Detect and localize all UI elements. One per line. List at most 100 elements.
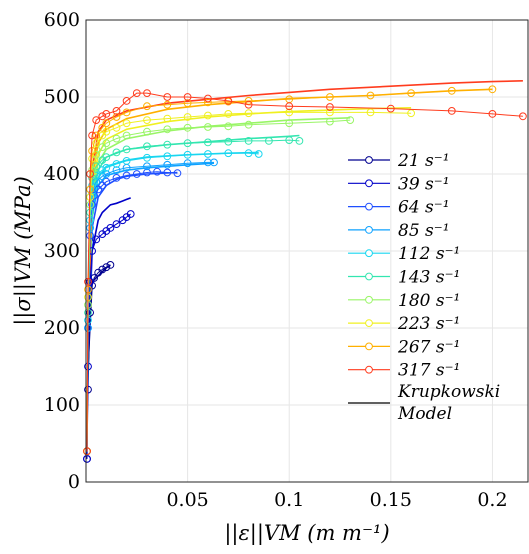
data-point xyxy=(106,224,115,232)
y-tick-label: 500 xyxy=(44,86,80,108)
data-point xyxy=(86,277,94,286)
legend-marker xyxy=(365,156,373,164)
legend-marker xyxy=(365,365,373,374)
data-point xyxy=(102,139,111,148)
grid xyxy=(86,19,528,483)
legend-model-label: Model xyxy=(397,404,452,424)
data-point xyxy=(83,455,91,463)
data-point xyxy=(122,97,131,105)
data-point xyxy=(183,113,192,121)
x-tick-label: 0.1 xyxy=(274,489,304,511)
data-point xyxy=(163,93,172,101)
data-point xyxy=(204,111,212,120)
legend-marker xyxy=(365,295,373,304)
data-point xyxy=(98,265,107,274)
data-point xyxy=(326,93,334,101)
data-point xyxy=(366,91,375,100)
data-point xyxy=(204,123,212,131)
x-tick-label: 0.2 xyxy=(477,489,507,511)
data-point xyxy=(143,102,151,111)
legend-label: 223 s⁻¹ xyxy=(397,314,460,334)
series-group xyxy=(83,89,527,456)
measured-series xyxy=(83,85,527,463)
legend-label: 143 s⁻¹ xyxy=(398,268,460,288)
y-tick-label: 0 xyxy=(68,471,80,493)
data-point xyxy=(98,166,107,175)
data-point xyxy=(102,263,111,272)
data-point xyxy=(86,170,94,178)
data-point xyxy=(112,220,121,229)
data-point xyxy=(92,131,101,140)
data-point xyxy=(98,172,107,181)
data-point xyxy=(106,261,115,269)
data-point xyxy=(98,123,107,132)
legend-model-label: Krupkowski xyxy=(397,382,500,402)
data-point xyxy=(265,137,273,145)
data-point xyxy=(153,167,162,176)
data-point xyxy=(183,123,192,132)
series-line xyxy=(86,161,214,452)
data-point xyxy=(326,103,334,111)
model-curve xyxy=(87,162,215,359)
data-point xyxy=(224,122,233,131)
data-point xyxy=(112,107,121,115)
data-point xyxy=(143,168,151,177)
series-line xyxy=(86,213,132,459)
y-tick-label: 400 xyxy=(44,163,80,185)
data-point xyxy=(244,137,253,145)
data-point xyxy=(163,114,172,123)
data-point xyxy=(88,147,96,155)
data-point xyxy=(285,119,294,128)
data-point xyxy=(173,169,182,178)
data-point xyxy=(143,116,151,124)
data-point xyxy=(488,110,497,118)
data-point xyxy=(122,131,131,140)
x-axis-label: ||ε||VM (m m⁻¹) xyxy=(224,521,389,546)
data-point xyxy=(102,163,111,172)
data-point xyxy=(92,116,101,124)
data-point xyxy=(143,127,151,136)
legend-label: 180 s⁻¹ xyxy=(398,291,460,311)
data-point xyxy=(244,109,253,118)
data-point xyxy=(163,160,172,169)
series-group xyxy=(83,116,355,456)
x-tick-label: 0.15 xyxy=(370,489,412,511)
series-line xyxy=(86,152,259,452)
data-point xyxy=(102,127,111,136)
series-line xyxy=(86,92,523,452)
data-point xyxy=(112,160,121,168)
x-tick-label: 0.05 xyxy=(166,489,208,511)
data-point xyxy=(112,166,121,175)
y-tick-label: 600 xyxy=(44,9,80,31)
data-point xyxy=(112,113,121,121)
data-point xyxy=(295,137,304,145)
data-point xyxy=(285,102,294,111)
model-curve xyxy=(87,171,178,367)
data-point xyxy=(447,86,456,95)
legend: 21 s⁻¹ 39 s⁻¹ 64 s⁻¹ 85 s⁻¹ 112 s⁻¹ 143 s⁻¹ 18… xyxy=(348,151,500,424)
series-group xyxy=(83,149,263,456)
data-point xyxy=(183,99,192,108)
series-line xyxy=(86,171,178,452)
model-curve xyxy=(87,134,300,352)
data-point xyxy=(92,235,101,244)
data-point xyxy=(126,210,135,218)
data-point xyxy=(224,110,233,118)
model-curve xyxy=(87,197,131,367)
data-point xyxy=(224,149,233,158)
data-point xyxy=(204,158,212,167)
series-line xyxy=(86,119,351,452)
data-point xyxy=(122,157,131,165)
data-point xyxy=(143,162,151,171)
data-point xyxy=(102,177,111,186)
legend-marker xyxy=(365,226,373,234)
series-line xyxy=(86,111,412,452)
data-point xyxy=(94,185,103,194)
data-point xyxy=(254,150,263,158)
plot-frame xyxy=(85,19,529,483)
data-point xyxy=(163,152,172,161)
data-point xyxy=(122,119,131,128)
legend-label: 267 s⁻¹ xyxy=(397,337,460,357)
model-curve xyxy=(87,117,351,348)
